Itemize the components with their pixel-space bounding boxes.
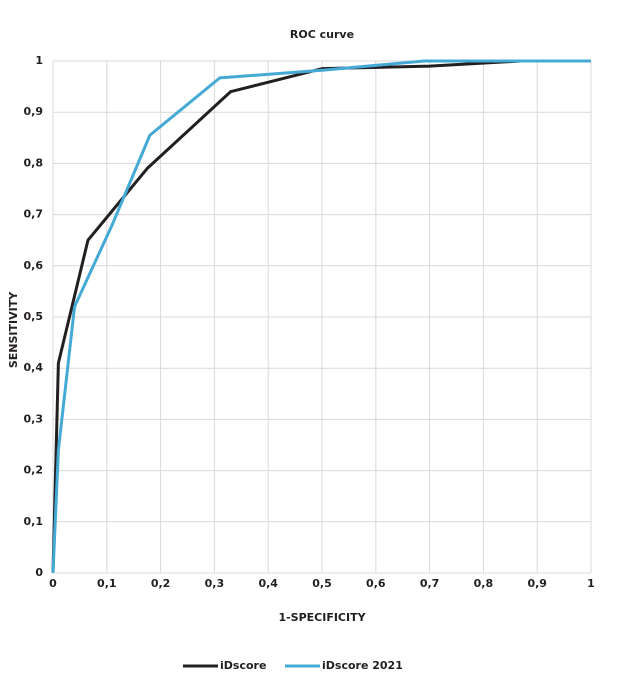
y-tick-label: 0,9 (24, 105, 44, 118)
x-tick-label: 0,1 (97, 577, 117, 590)
y-axis-label: SENSITIVITY (7, 291, 20, 368)
x-axis-label: 1-SPECIFICITY (278, 611, 366, 624)
y-tick-label: 0 (35, 566, 43, 579)
series-line (51, 59, 591, 574)
y-tick-label: 1 (35, 54, 43, 67)
legend-label: iDscore (220, 659, 266, 672)
x-tick-label: 0,9 (527, 577, 547, 590)
x-tick-label: 0 (49, 577, 57, 590)
x-tick-label: 0,5 (312, 577, 332, 590)
y-tick-label: 0,2 (24, 464, 44, 477)
y-tick-label: 0,8 (24, 156, 44, 169)
x-tick-label: 0,3 (205, 577, 225, 590)
y-tick-label: 0,6 (24, 259, 44, 272)
x-tick-label: 0,8 (474, 577, 494, 590)
x-tick-label: 0,6 (366, 577, 386, 590)
y-tick-label: 0,1 (24, 515, 44, 528)
chart-title: ROC curve (290, 28, 354, 41)
series-line (51, 59, 591, 574)
legend-label: iDscore 2021 (322, 659, 403, 672)
x-tick-label: 1 (587, 577, 595, 590)
x-tick-label: 0,4 (258, 577, 278, 590)
x-tick-label: 0,2 (151, 577, 171, 590)
y-tick-label: 0,3 (24, 412, 44, 425)
y-tick-label: 0,4 (24, 361, 44, 374)
y-tick-label: 0,7 (24, 208, 44, 221)
x-tick-label: 0,7 (420, 577, 440, 590)
y-tick-label: 0,5 (24, 310, 44, 323)
